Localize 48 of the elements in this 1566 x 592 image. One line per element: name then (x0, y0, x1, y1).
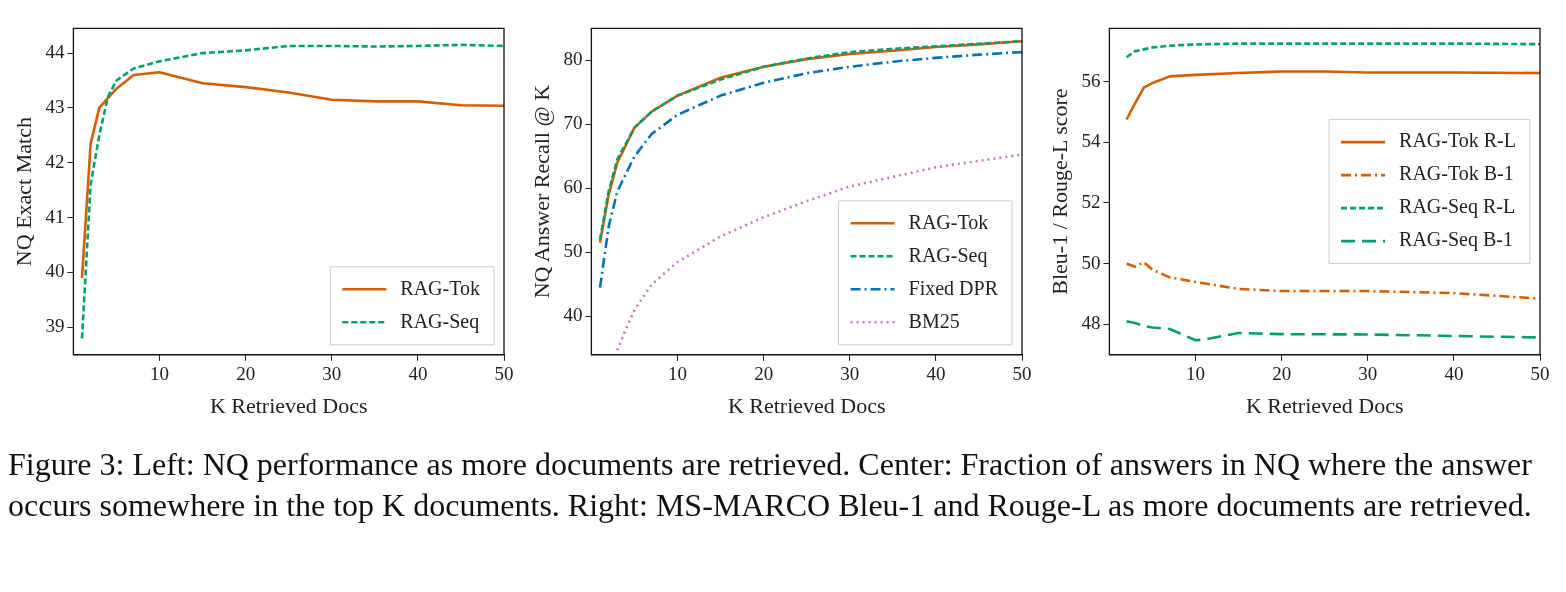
x-axis-title: K Retrieved Docs (727, 392, 886, 418)
y-tick-label: 40 (563, 304, 583, 326)
x-tick-label: 50 (1530, 363, 1550, 385)
legend-label: Fixed DPR (908, 276, 999, 299)
x-axis-title: K Retrieved Docs (209, 392, 368, 418)
x-tick-label: 10 (668, 363, 688, 385)
y-axis-title: NQ Answer Recall @ K (528, 84, 554, 299)
y-tick-label: 52 (1081, 190, 1101, 212)
x-tick-label: 50 (1012, 363, 1032, 385)
y-tick-label: 41 (45, 205, 65, 227)
x-tick-label: 50 (494, 363, 514, 385)
x-tick-label: 20 (236, 363, 256, 385)
legend-label: RAG-Seq (908, 243, 988, 267)
x-tick-label: 30 (840, 363, 860, 385)
legend-label: RAG-Seq (400, 309, 480, 333)
x-tick-label: 40 (408, 363, 428, 385)
y-axis-title: NQ Exact Match (10, 117, 36, 267)
y-tick-label: 54 (1081, 130, 1101, 152)
y-axis-title: Bleu-1 / Rouge-L score (1046, 88, 1072, 295)
y-tick-label: 70 (563, 112, 583, 134)
legend-label: RAG-Tok B-1 (1399, 162, 1514, 185)
x-tick-label: 10 (1186, 363, 1206, 385)
y-tick-label: 40 (45, 260, 65, 282)
x-tick-label: 30 (322, 363, 342, 385)
y-tick-label: 42 (45, 150, 65, 172)
y-tick-label: 56 (1081, 69, 1101, 91)
legend-label: BM25 (908, 309, 960, 332)
y-tick-label: 43 (45, 95, 65, 117)
legend-label: RAG-Seq B-1 (1399, 228, 1513, 252)
y-tick-label: 60 (563, 176, 583, 198)
x-axis-title: K Retrieved Docs (1245, 392, 1404, 418)
y-tick-label: 44 (45, 41, 65, 63)
y-tick-label: 48 (1081, 312, 1101, 334)
y-tick-label: 80 (563, 48, 583, 70)
caption: Figure 3: Left: NQ performance as more documents are retrieved. Center: Fraction of answers in NQ where the answer occurs somewhere in the top K documents. Right: MS-MARCO Bleu-1 and Rouge-L as more documents are retrieved. (8, 445, 1533, 525)
x-tick-label: 30 (1358, 363, 1378, 385)
legend-label: RAG-Tok (908, 210, 989, 233)
y-tick-label: 39 (45, 315, 65, 337)
legend-label: RAG-Seq R-L (1399, 195, 1516, 219)
x-tick-label: 40 (926, 363, 946, 385)
x-tick-label: 20 (1272, 363, 1292, 385)
legend-label: RAG-Tok R-L (1399, 129, 1517, 152)
x-tick-label: 40 (1444, 363, 1464, 385)
x-tick-label: 20 (754, 363, 774, 385)
legend-label: RAG-Tok (400, 276, 481, 299)
y-tick-label: 50 (1081, 251, 1101, 273)
y-tick-label: 50 (563, 240, 583, 262)
x-tick-label: 10 (150, 363, 170, 385)
